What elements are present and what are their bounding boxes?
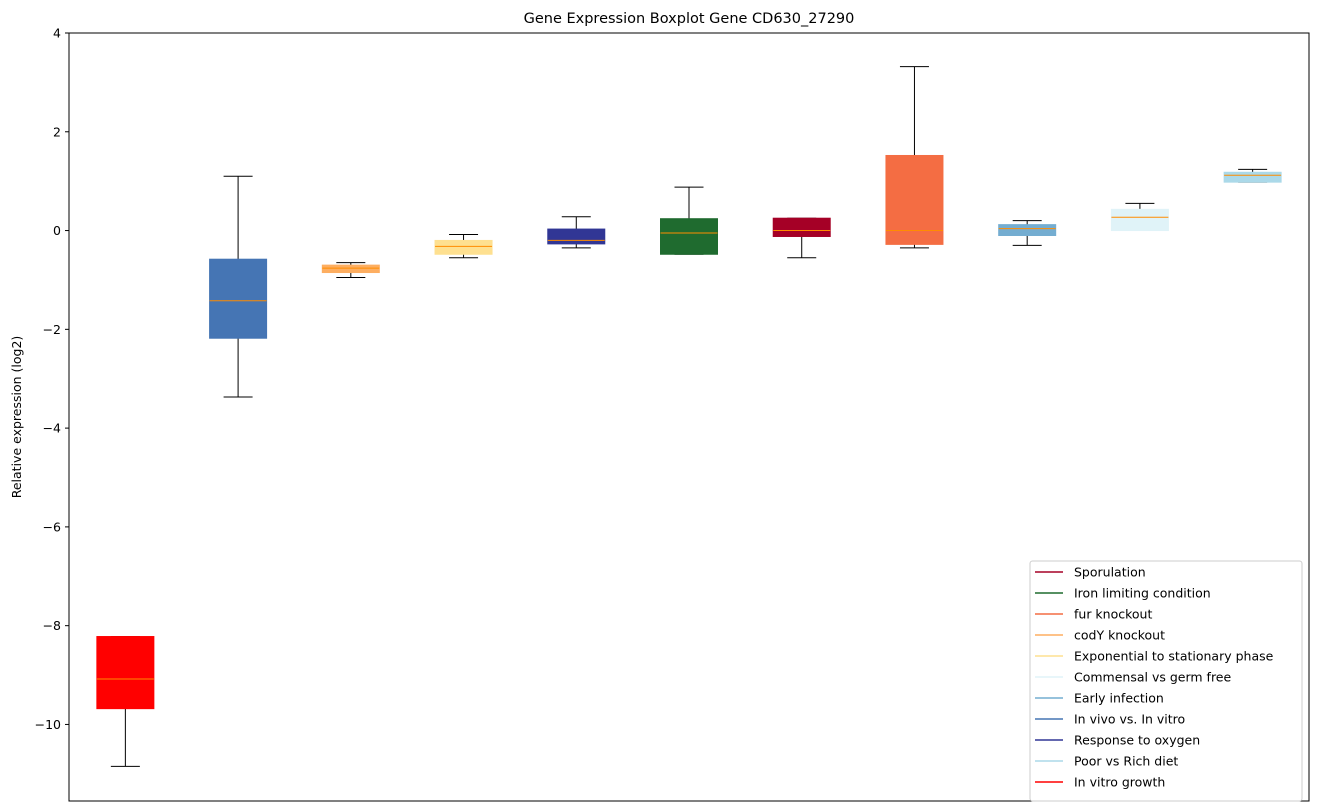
- legend-label: fur knockout: [1074, 607, 1152, 622]
- boxes-layer: [96, 66, 1282, 767]
- box-exponential-to-stationary-phase: [434, 234, 493, 259]
- y-tick-label: 0: [53, 223, 61, 238]
- chart-title: Gene Expression Boxplot Gene CD630_27290: [524, 11, 855, 27]
- box-in-vitro-growth: [96, 636, 155, 767]
- legend-item: In vitro growth: [1035, 775, 1165, 790]
- legend: Sporulation Iron limiting condition fur kn…: [1029, 560, 1303, 802]
- legend-item: fur knockout: [1035, 607, 1152, 622]
- box-body: [547, 228, 606, 245]
- legend-label: In vitro growth: [1074, 775, 1165, 790]
- legend-item: Response to oxygen: [1035, 733, 1200, 748]
- plot-area-frame: [68, 32, 1310, 802]
- y-tick-label: −2: [43, 322, 61, 337]
- box-body: [96, 636, 155, 710]
- box-body: [1223, 171, 1282, 183]
- box-in-vivo-vs-in-vitro: [209, 175, 268, 398]
- legend-label: Sporulation: [1074, 565, 1146, 580]
- y-tick-label: 2: [53, 124, 61, 139]
- box-commensal-vs-germ-free: [1110, 202, 1169, 232]
- legend-item: Exponential to stationary phase: [1035, 649, 1274, 664]
- box-body: [209, 258, 268, 339]
- y-tick-label: −10: [35, 717, 61, 732]
- legend-box: [1029, 560, 1303, 802]
- legend-item: Commensal vs germ free: [1035, 670, 1231, 685]
- legend-label: Commensal vs germ free: [1074, 670, 1231, 685]
- legend-item: In vivo vs. In vitro: [1035, 712, 1185, 727]
- legend-label: Iron limiting condition: [1074, 586, 1211, 601]
- y-axis: 4 2 0 −2 −4 −6 −8 −10: [35, 26, 69, 732]
- legend-label: Early infection: [1074, 691, 1164, 706]
- box-fur-knockout: [885, 66, 944, 249]
- box-body: [660, 218, 718, 255]
- legend-label: Response to oxygen: [1074, 733, 1200, 748]
- y-tick-label: −6: [43, 519, 61, 534]
- box-cody-knockout: [321, 262, 380, 278]
- legend-item: Early infection: [1035, 691, 1164, 706]
- legend-item: Iron limiting condition: [1035, 586, 1211, 601]
- box-response-to-oxygen: [547, 216, 606, 249]
- box-iron-limiting-condition: [660, 186, 718, 255]
- box-early-infection: [998, 220, 1057, 246]
- y-tick-label: 4: [53, 26, 61, 41]
- box-body: [772, 217, 831, 237]
- y-tick-label: −8: [43, 618, 61, 633]
- legend-label: In vivo vs. In vitro: [1074, 712, 1185, 727]
- legend-label: codY knockout: [1074, 628, 1165, 643]
- box-body: [1110, 208, 1169, 232]
- box-body: [321, 264, 380, 274]
- legend-label: Exponential to stationary phase: [1074, 649, 1274, 664]
- box-body: [434, 239, 493, 255]
- legend-item: Sporulation: [1035, 565, 1146, 580]
- legend-item: codY knockout: [1035, 628, 1165, 643]
- y-tick-label: −4: [43, 421, 61, 436]
- box-body: [885, 154, 944, 245]
- legend-item: Poor vs Rich diet: [1035, 754, 1178, 769]
- y-axis-label: Relative expression (log2): [9, 336, 24, 499]
- box-sporulation: [772, 217, 831, 259]
- legend-label: Poor vs Rich diet: [1074, 754, 1178, 769]
- box-body: [998, 224, 1057, 236]
- box-poor-vs-rich-diet: [1223, 168, 1282, 183]
